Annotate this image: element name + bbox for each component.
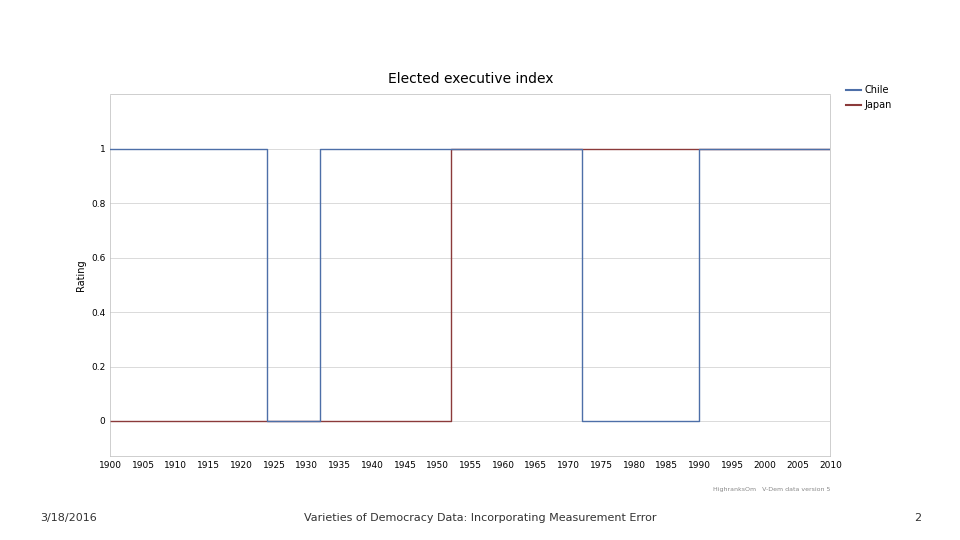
Legend: Chile, Japan: Chile, Japan	[843, 82, 896, 114]
Text: 2: 2	[915, 513, 922, 523]
Text: Varieties of Democracy Data: Incorporating Measurement Error: Varieties of Democracy Data: Incorporati…	[303, 513, 657, 523]
Text: HighranksOm   V-Dem data version 5: HighranksOm V-Dem data version 5	[713, 488, 830, 492]
Text: 3/18/2016: 3/18/2016	[40, 513, 97, 523]
Title: Elected executive index: Elected executive index	[388, 72, 553, 86]
Y-axis label: Rating: Rating	[76, 260, 85, 291]
